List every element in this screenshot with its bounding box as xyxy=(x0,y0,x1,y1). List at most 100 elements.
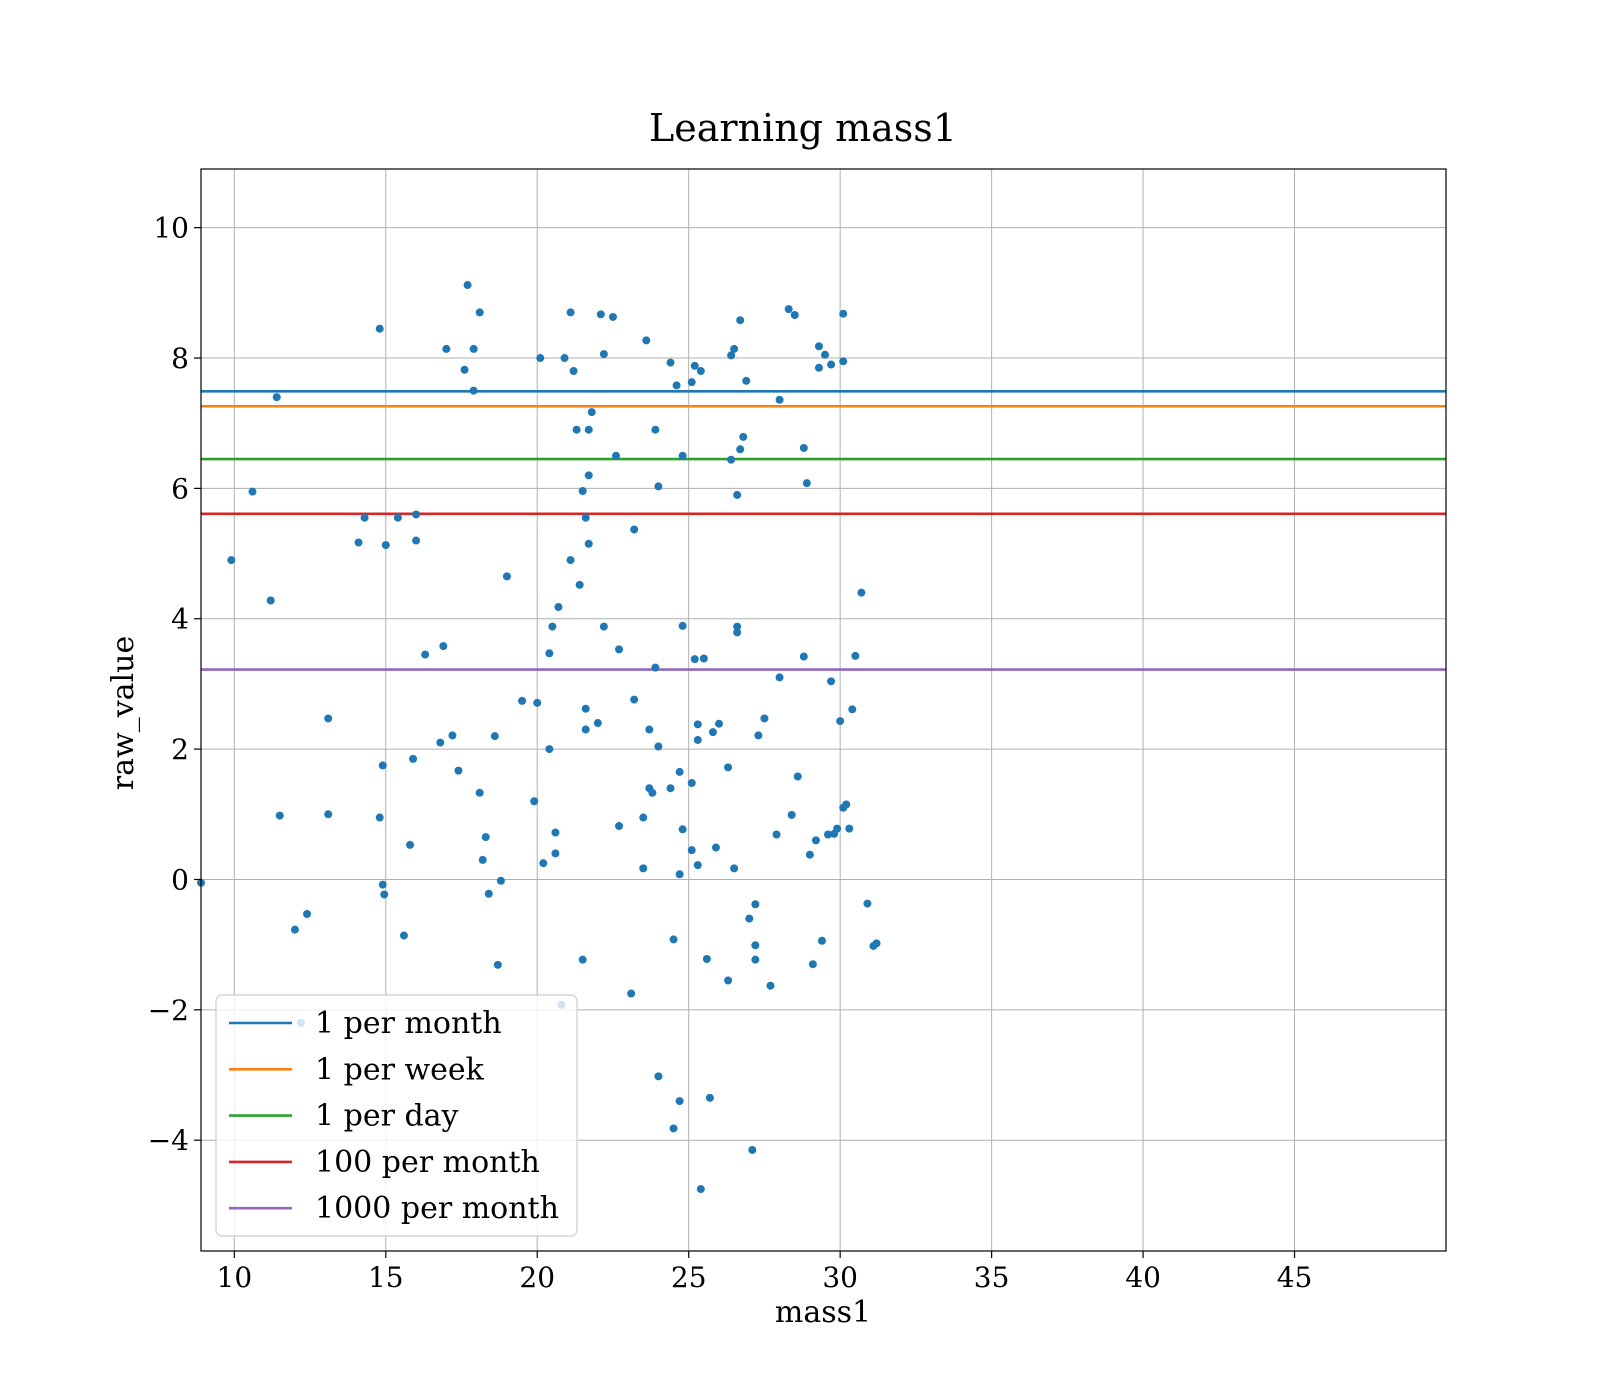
data-point xyxy=(733,628,742,637)
x-axis-label: mass1 xyxy=(775,1295,871,1330)
x-tick-label: 45 xyxy=(1277,1261,1313,1294)
data-point xyxy=(475,308,484,317)
data-point xyxy=(581,513,590,522)
data-point xyxy=(724,976,733,985)
data-point xyxy=(836,717,845,726)
data-point xyxy=(848,705,857,714)
data-point xyxy=(699,654,708,663)
data-point xyxy=(821,350,830,359)
data-point xyxy=(675,1097,684,1106)
data-point xyxy=(787,810,796,819)
data-point xyxy=(666,358,675,367)
data-point xyxy=(708,728,717,737)
data-point xyxy=(654,742,663,751)
legend-label: 1 per day xyxy=(315,1099,459,1134)
data-point xyxy=(693,720,702,729)
data-point xyxy=(742,376,751,385)
data-point xyxy=(730,344,739,353)
data-point xyxy=(814,342,823,351)
data-point xyxy=(702,954,711,963)
data-point xyxy=(766,981,775,990)
y-tick-label: 4 xyxy=(171,603,189,636)
data-point xyxy=(545,745,554,754)
data-point xyxy=(799,443,808,452)
data-point xyxy=(696,1185,705,1194)
data-points xyxy=(197,281,881,1194)
data-point xyxy=(248,487,257,496)
data-point xyxy=(575,580,584,589)
data-point xyxy=(808,960,817,969)
data-point xyxy=(324,810,333,819)
data-point xyxy=(412,536,421,545)
threshold-lines xyxy=(201,389,1446,671)
data-point xyxy=(448,731,457,740)
data-point xyxy=(569,367,578,376)
data-point xyxy=(811,836,820,845)
x-tick-label: 25 xyxy=(671,1261,707,1294)
legend-label: 1 per month xyxy=(315,1006,502,1041)
data-point xyxy=(775,673,784,682)
y-tick-label: 2 xyxy=(171,733,189,766)
data-point xyxy=(827,360,836,369)
data-point xyxy=(630,525,639,534)
legend-items: 1 per month 1 per week 1 per day 100 per mo… xyxy=(229,1006,559,1226)
data-point xyxy=(375,813,384,822)
data-point xyxy=(272,393,281,402)
data-point xyxy=(566,308,575,317)
plot-frame xyxy=(200,168,1447,1252)
data-point xyxy=(551,828,560,837)
data-point xyxy=(615,822,624,831)
data-point xyxy=(360,513,369,522)
data-point xyxy=(572,425,581,434)
data-point xyxy=(584,471,593,480)
data-point xyxy=(490,732,499,741)
data-point xyxy=(654,482,663,491)
legend-box xyxy=(215,994,578,1237)
data-point xyxy=(375,324,384,333)
data-point xyxy=(612,451,620,460)
data-point xyxy=(545,649,554,658)
data-point xyxy=(627,989,636,998)
data-point xyxy=(751,900,760,909)
data-point xyxy=(678,825,687,834)
data-point xyxy=(548,622,557,631)
data-point xyxy=(651,663,660,672)
data-point xyxy=(687,378,696,387)
data-point xyxy=(536,354,545,363)
data-point xyxy=(675,870,684,879)
data-point xyxy=(727,351,736,360)
data-point xyxy=(654,1072,663,1081)
data-point xyxy=(733,490,742,499)
data-point xyxy=(675,767,684,776)
data-point xyxy=(805,850,814,859)
data-point xyxy=(378,761,387,770)
data-point xyxy=(817,936,826,945)
data-point xyxy=(696,367,705,376)
data-point xyxy=(436,738,445,747)
data-point xyxy=(493,960,502,969)
data-point xyxy=(851,651,860,660)
data-point xyxy=(475,788,484,797)
data-point xyxy=(530,797,539,806)
data-point xyxy=(554,603,563,612)
data-point xyxy=(354,538,363,547)
data-point xyxy=(845,824,854,833)
data-point xyxy=(642,336,651,345)
data-point xyxy=(748,1145,757,1154)
data-point xyxy=(802,479,811,488)
data-point xyxy=(460,365,469,374)
data-point xyxy=(439,642,448,651)
x-tick-label: 15 xyxy=(368,1261,404,1294)
data-point xyxy=(824,830,833,839)
data-point xyxy=(651,425,660,434)
data-point xyxy=(596,310,605,319)
y-tick-label: 0 xyxy=(171,863,189,896)
data-point xyxy=(669,1124,678,1133)
data-point xyxy=(814,363,823,372)
data-point xyxy=(481,833,490,842)
data-point xyxy=(751,941,760,950)
data-point xyxy=(290,925,299,934)
x-tick-label: 10 xyxy=(217,1261,253,1294)
y-tick-label: 10 xyxy=(153,212,189,245)
data-point xyxy=(872,939,881,948)
